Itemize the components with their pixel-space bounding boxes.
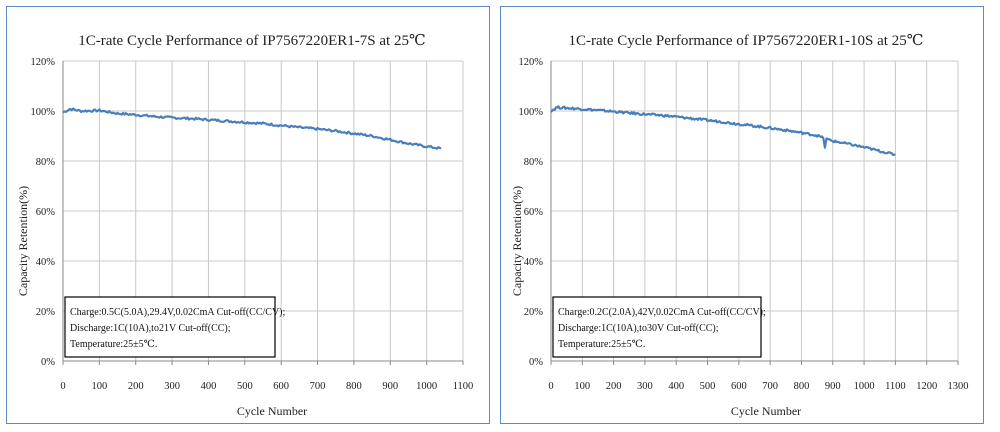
x-tick-label: 300: [164, 381, 180, 392]
y-tick-label: 60%: [36, 207, 56, 218]
annotation-box: Charge:0.5C(5.0A),29.4V,0.02CmA Cut-off(…: [64, 296, 286, 358]
y-tick-label: 80%: [36, 157, 56, 168]
y-axis-label: Capacity Retention(%): [510, 186, 524, 296]
y-tick-label: 60%: [524, 207, 544, 218]
y-tick-label: 40%: [36, 257, 56, 268]
x-tick-label: 400: [201, 381, 217, 392]
x-tick-label: 1000: [416, 381, 437, 392]
x-tick-label: 100: [91, 381, 107, 392]
x-tick-label: 600: [273, 381, 289, 392]
annotation-line-charge: Charge:0.2C(2.0A),42V,0.02CmA Cut-off(CC…: [558, 307, 766, 318]
annotation-border: [64, 296, 276, 358]
y-tick-label: 120%: [31, 57, 56, 68]
x-tick-label: 1200: [916, 381, 937, 392]
x-tick-label: 800: [794, 381, 810, 392]
x-tick-label: 600: [731, 381, 747, 392]
y-tick-label: 100%: [31, 107, 56, 118]
annotation-line-temperature: Temperature:25±5℃.: [70, 339, 157, 350]
y-tick-label: 80%: [524, 157, 544, 168]
x-tick-label: 400: [668, 381, 684, 392]
x-tick-label: 700: [310, 381, 326, 392]
y-tick-label: 0%: [41, 357, 55, 368]
annotation-box: Charge:0.2C(2.0A),42V,0.02CmA Cut-off(CC…: [552, 296, 766, 358]
chart-title: 1C-rate Cycle Performance of IP7567220ER…: [78, 33, 426, 49]
x-tick-label: 1100: [453, 381, 474, 392]
chart-left: 1C-rate Cycle Performance of IP7567220ER…: [16, 33, 474, 418]
x-tick-label: 500: [237, 381, 253, 392]
x-axis-label: Cycle Number: [237, 404, 307, 418]
chart-panel-left: 1C-rate Cycle Performance of IP7567220ER…: [6, 6, 490, 424]
series-line: [62, 107, 442, 150]
x-tick-label: 200: [606, 381, 622, 392]
x-tick-label: 1300: [948, 381, 969, 392]
annotation-line-discharge: Discharge:1C(10A),to21V Cut-off(CC);: [70, 323, 231, 334]
chart-title: 1C-rate Cycle Performance of IP7567220ER…: [568, 33, 923, 49]
y-tick-label: 40%: [524, 257, 544, 268]
y-axis-label: Capacity Retention(%): [16, 186, 30, 296]
x-tick-label: 100: [574, 381, 590, 392]
annotation-line-charge: Charge:0.5C(5.0A),29.4V,0.02CmA Cut-off(…: [70, 307, 286, 318]
series-line: [550, 105, 896, 156]
x-tick-label: 800: [346, 381, 362, 392]
x-tick-label: 900: [825, 381, 841, 392]
chart-panel-right: 1C-rate Cycle Performance of IP7567220ER…: [500, 6, 984, 424]
x-tick-label: 1100: [885, 381, 906, 392]
chart-right: 1C-rate Cycle Performance of IP7567220ER…: [510, 33, 969, 418]
x-tick-label: 1000: [854, 381, 875, 392]
y-tick-label: 20%: [36, 307, 56, 318]
annotation-line-temperature: Temperature:25±5℃.: [558, 339, 645, 350]
y-tick-label: 100%: [519, 107, 544, 118]
x-tick-label: 700: [762, 381, 778, 392]
annotation-border: [552, 296, 762, 358]
x-tick-label: 500: [700, 381, 716, 392]
y-tick-label: 120%: [519, 57, 544, 68]
x-tick-label: 0: [60, 381, 65, 392]
y-tick-label: 20%: [524, 307, 544, 318]
x-axis-label: Cycle Number: [731, 404, 801, 418]
x-tick-label: 300: [637, 381, 653, 392]
x-tick-label: 200: [128, 381, 144, 392]
x-tick-label: 900: [382, 381, 398, 392]
y-tick-label: 0%: [529, 357, 543, 368]
x-tick-label: 0: [548, 381, 553, 392]
annotation-line-discharge: Discharge:1C(10A),to30V Cut-off(CC);: [558, 323, 719, 334]
